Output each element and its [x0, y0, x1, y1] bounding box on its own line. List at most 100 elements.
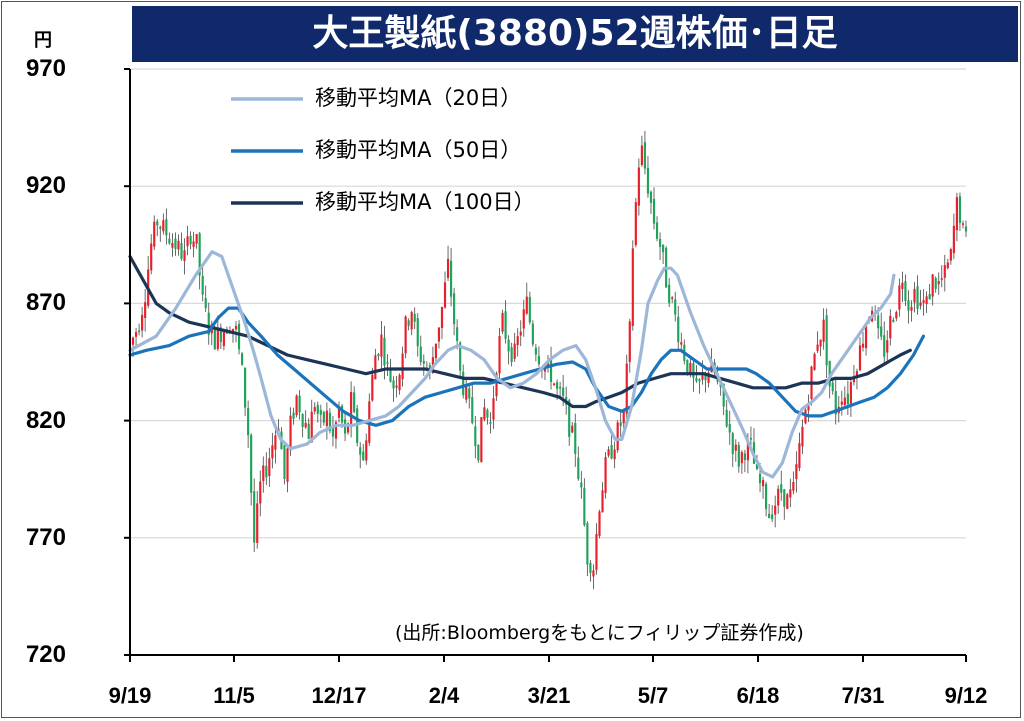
up-candle	[347, 423, 350, 433]
down-candle	[307, 423, 310, 439]
up-candle	[852, 377, 856, 383]
up-candle	[177, 240, 180, 250]
down-candle	[359, 447, 362, 455]
up-candle	[861, 343, 865, 348]
up-candle	[889, 315, 892, 339]
ma50-line	[128, 306, 925, 427]
up-candle	[622, 411, 625, 424]
up-candle	[895, 312, 898, 319]
down-candle	[386, 362, 389, 364]
up-candle	[595, 533, 598, 570]
y-tick-label: 920	[25, 172, 66, 200]
down-candle	[159, 226, 162, 229]
up-candle	[898, 285, 901, 310]
down-candle	[589, 562, 592, 573]
up-candle	[262, 465, 265, 482]
up-candle	[337, 406, 341, 418]
down-candle	[392, 380, 395, 389]
up-candle	[913, 288, 916, 303]
down-candle	[422, 360, 425, 364]
down-candle	[377, 354, 380, 357]
down-candle	[428, 365, 431, 370]
up-candle	[374, 355, 377, 380]
up-candle	[231, 328, 235, 333]
up-candle	[701, 373, 704, 380]
down-candle	[916, 286, 919, 309]
up-candle	[234, 325, 238, 330]
down-candle	[892, 319, 895, 322]
up-candle	[398, 375, 401, 391]
down-candle	[668, 284, 671, 303]
down-candle	[534, 347, 537, 355]
down-candle	[649, 191, 653, 203]
down-candle	[768, 513, 771, 519]
up-candle	[740, 452, 743, 464]
up-candle	[746, 441, 749, 461]
up-candle	[401, 353, 404, 380]
down-candle	[743, 453, 746, 461]
x-tick-label: 12/17	[311, 683, 367, 708]
down-candle	[658, 238, 662, 247]
up-candle	[395, 385, 398, 388]
up-candle	[616, 422, 619, 451]
down-candle	[201, 275, 204, 295]
down-candle	[292, 412, 295, 419]
down-candle	[510, 347, 513, 362]
down-candle	[319, 410, 322, 415]
down-candle	[907, 300, 910, 311]
legend	[231, 97, 303, 205]
x-tick-label: 7/31	[841, 683, 885, 708]
ma100-line	[128, 254, 912, 409]
up-candle	[849, 382, 852, 406]
down-candle	[928, 294, 931, 300]
y-tick-label: 720	[25, 641, 66, 668]
up-candle	[798, 443, 801, 469]
y-tick-label: 870	[25, 289, 66, 317]
down-candle	[471, 397, 474, 424]
up-candle	[183, 250, 186, 261]
up-candle	[304, 422, 307, 428]
y-tick-label: 820	[25, 406, 66, 434]
down-candle	[156, 221, 159, 226]
up-candle	[910, 306, 913, 311]
down-candle	[686, 359, 689, 373]
up-candle	[144, 302, 147, 318]
up-candle	[707, 372, 710, 383]
down-candle	[265, 465, 268, 478]
up-candle	[513, 343, 516, 359]
up-candle	[289, 415, 292, 451]
up-candle	[434, 343, 438, 359]
up-candle	[598, 511, 601, 536]
down-candle	[207, 312, 210, 335]
down-candle	[725, 409, 728, 427]
up-candle	[519, 331, 522, 336]
down-candle	[362, 451, 365, 461]
up-candle	[940, 278, 943, 280]
down-candle	[562, 387, 565, 396]
down-candle	[577, 457, 580, 479]
up-candle	[710, 361, 713, 373]
down-candle	[646, 167, 650, 194]
down-candle	[489, 422, 492, 424]
up-candle	[131, 337, 135, 345]
up-candle	[186, 236, 189, 247]
up-candle	[689, 362, 692, 375]
down-candle	[419, 346, 422, 362]
down-candle	[322, 411, 325, 423]
down-candle	[189, 235, 192, 245]
down-candle	[755, 464, 759, 470]
down-candle	[531, 323, 534, 345]
down-candle	[643, 142, 647, 169]
down-candle	[528, 296, 531, 323]
down-candle	[331, 427, 335, 437]
up-candle	[259, 481, 262, 504]
up-candle	[171, 242, 174, 248]
down-candle	[904, 281, 907, 301]
up-candle	[271, 445, 274, 459]
up-candle	[680, 342, 683, 345]
down-candle	[219, 327, 222, 343]
down-candle	[749, 437, 753, 440]
up-candle	[919, 302, 922, 307]
down-candle	[283, 444, 286, 479]
up-candle	[310, 411, 313, 443]
